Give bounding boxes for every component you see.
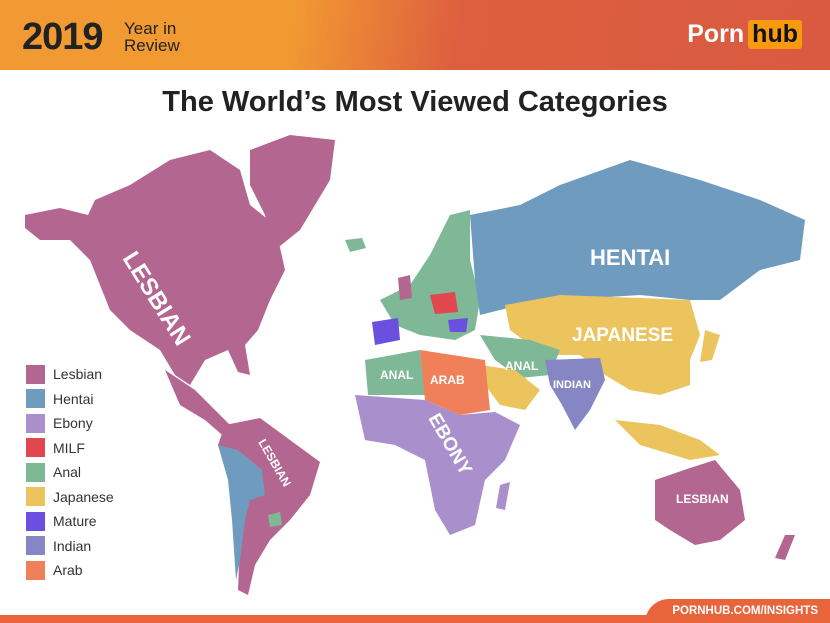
legend-item-indian: Indian [26,534,114,559]
legend-swatch [26,511,45,531]
legend-swatch [26,389,45,409]
legend-item-ebony: Ebony [26,411,114,436]
region-spain [372,318,400,345]
legend-item-anal: Anal [26,460,114,485]
region-madagascar [496,482,510,510]
label-north-africa: ANAL [380,368,413,382]
region-australia [655,460,745,545]
region-mature-east [448,318,468,332]
label-russia: HENTAI [590,245,670,270]
region-arabia [480,365,540,410]
legend-label: Indian [53,537,92,554]
review-text: Review [124,36,180,55]
legend-label: Hentai [53,390,94,407]
label-australia: LESBIAN [676,492,729,506]
region-russia [470,160,805,315]
region-north-africa-anal [365,350,425,395]
legend-label: Mature [53,513,97,530]
region-north-america [25,150,285,385]
legend: Lesbian Hentai Ebony MILF Anal Japanese … [26,362,114,583]
region-central-america [165,370,240,440]
label-middle-east: ANAL [505,359,538,373]
region-north-africa-arab [420,350,490,415]
legend-label: Lesbian [53,366,103,383]
label-arab: ARAB [430,373,465,387]
logo-porn: Porn [687,20,745,48]
legend-item-mature: Mature [26,509,114,534]
year-in-review: Year in Review [124,20,180,54]
region-new-zealand [775,535,795,560]
legend-swatch [26,364,45,384]
region-south-america-west [218,445,265,580]
legend-label: Anal [53,464,82,481]
year-in-text: Year in [124,19,177,38]
footer-url[interactable]: PORNHUB.COM/INSIGHTS [672,605,818,617]
year: 2019 [22,16,104,58]
legend-label: Arab [53,562,83,579]
footer-bar [0,615,830,623]
header-banner: 2019 Year in Review Porn hub [0,0,830,70]
legend-item-lesbian: Lesbian [26,362,114,387]
legend-swatch [26,462,45,482]
legend-item-milf: MILF [26,436,114,461]
region-uruguay [268,512,282,527]
region-india [545,358,605,430]
region-greenland [250,135,335,250]
region-east-asia [505,295,700,395]
legend-label: Japanese [53,488,114,505]
logo: Porn hub [687,20,802,49]
legend-swatch [26,560,45,580]
region-iceland [345,238,366,252]
logo-hub: hub [748,20,802,49]
region-japan [700,330,720,362]
region-se-asia [615,420,720,460]
footer-tab [645,599,830,623]
legend-swatch [26,438,45,458]
region-uk [398,275,412,300]
world-map: LESBIAN HENTAI JAPANESE ANAL ARAB ANAL I… [25,135,805,595]
label-east-asia: JAPANESE [572,325,673,346]
legend-swatch [26,413,45,433]
legend-swatch [26,536,45,556]
label-india: INDIAN [553,379,591,391]
region-africa [355,395,520,535]
page-title: The World’s Most Viewed Categories [162,86,668,118]
legend-label: MILF [53,439,85,456]
region-middle-east-anal [480,335,560,378]
region-poland [430,292,458,314]
legend-label: Ebony [53,415,93,432]
legend-item-japanese: Japanese [26,485,114,510]
legend-item-arab: Arab [26,558,114,583]
legend-item-hentai: Hentai [26,387,114,412]
legend-swatch [26,487,45,507]
